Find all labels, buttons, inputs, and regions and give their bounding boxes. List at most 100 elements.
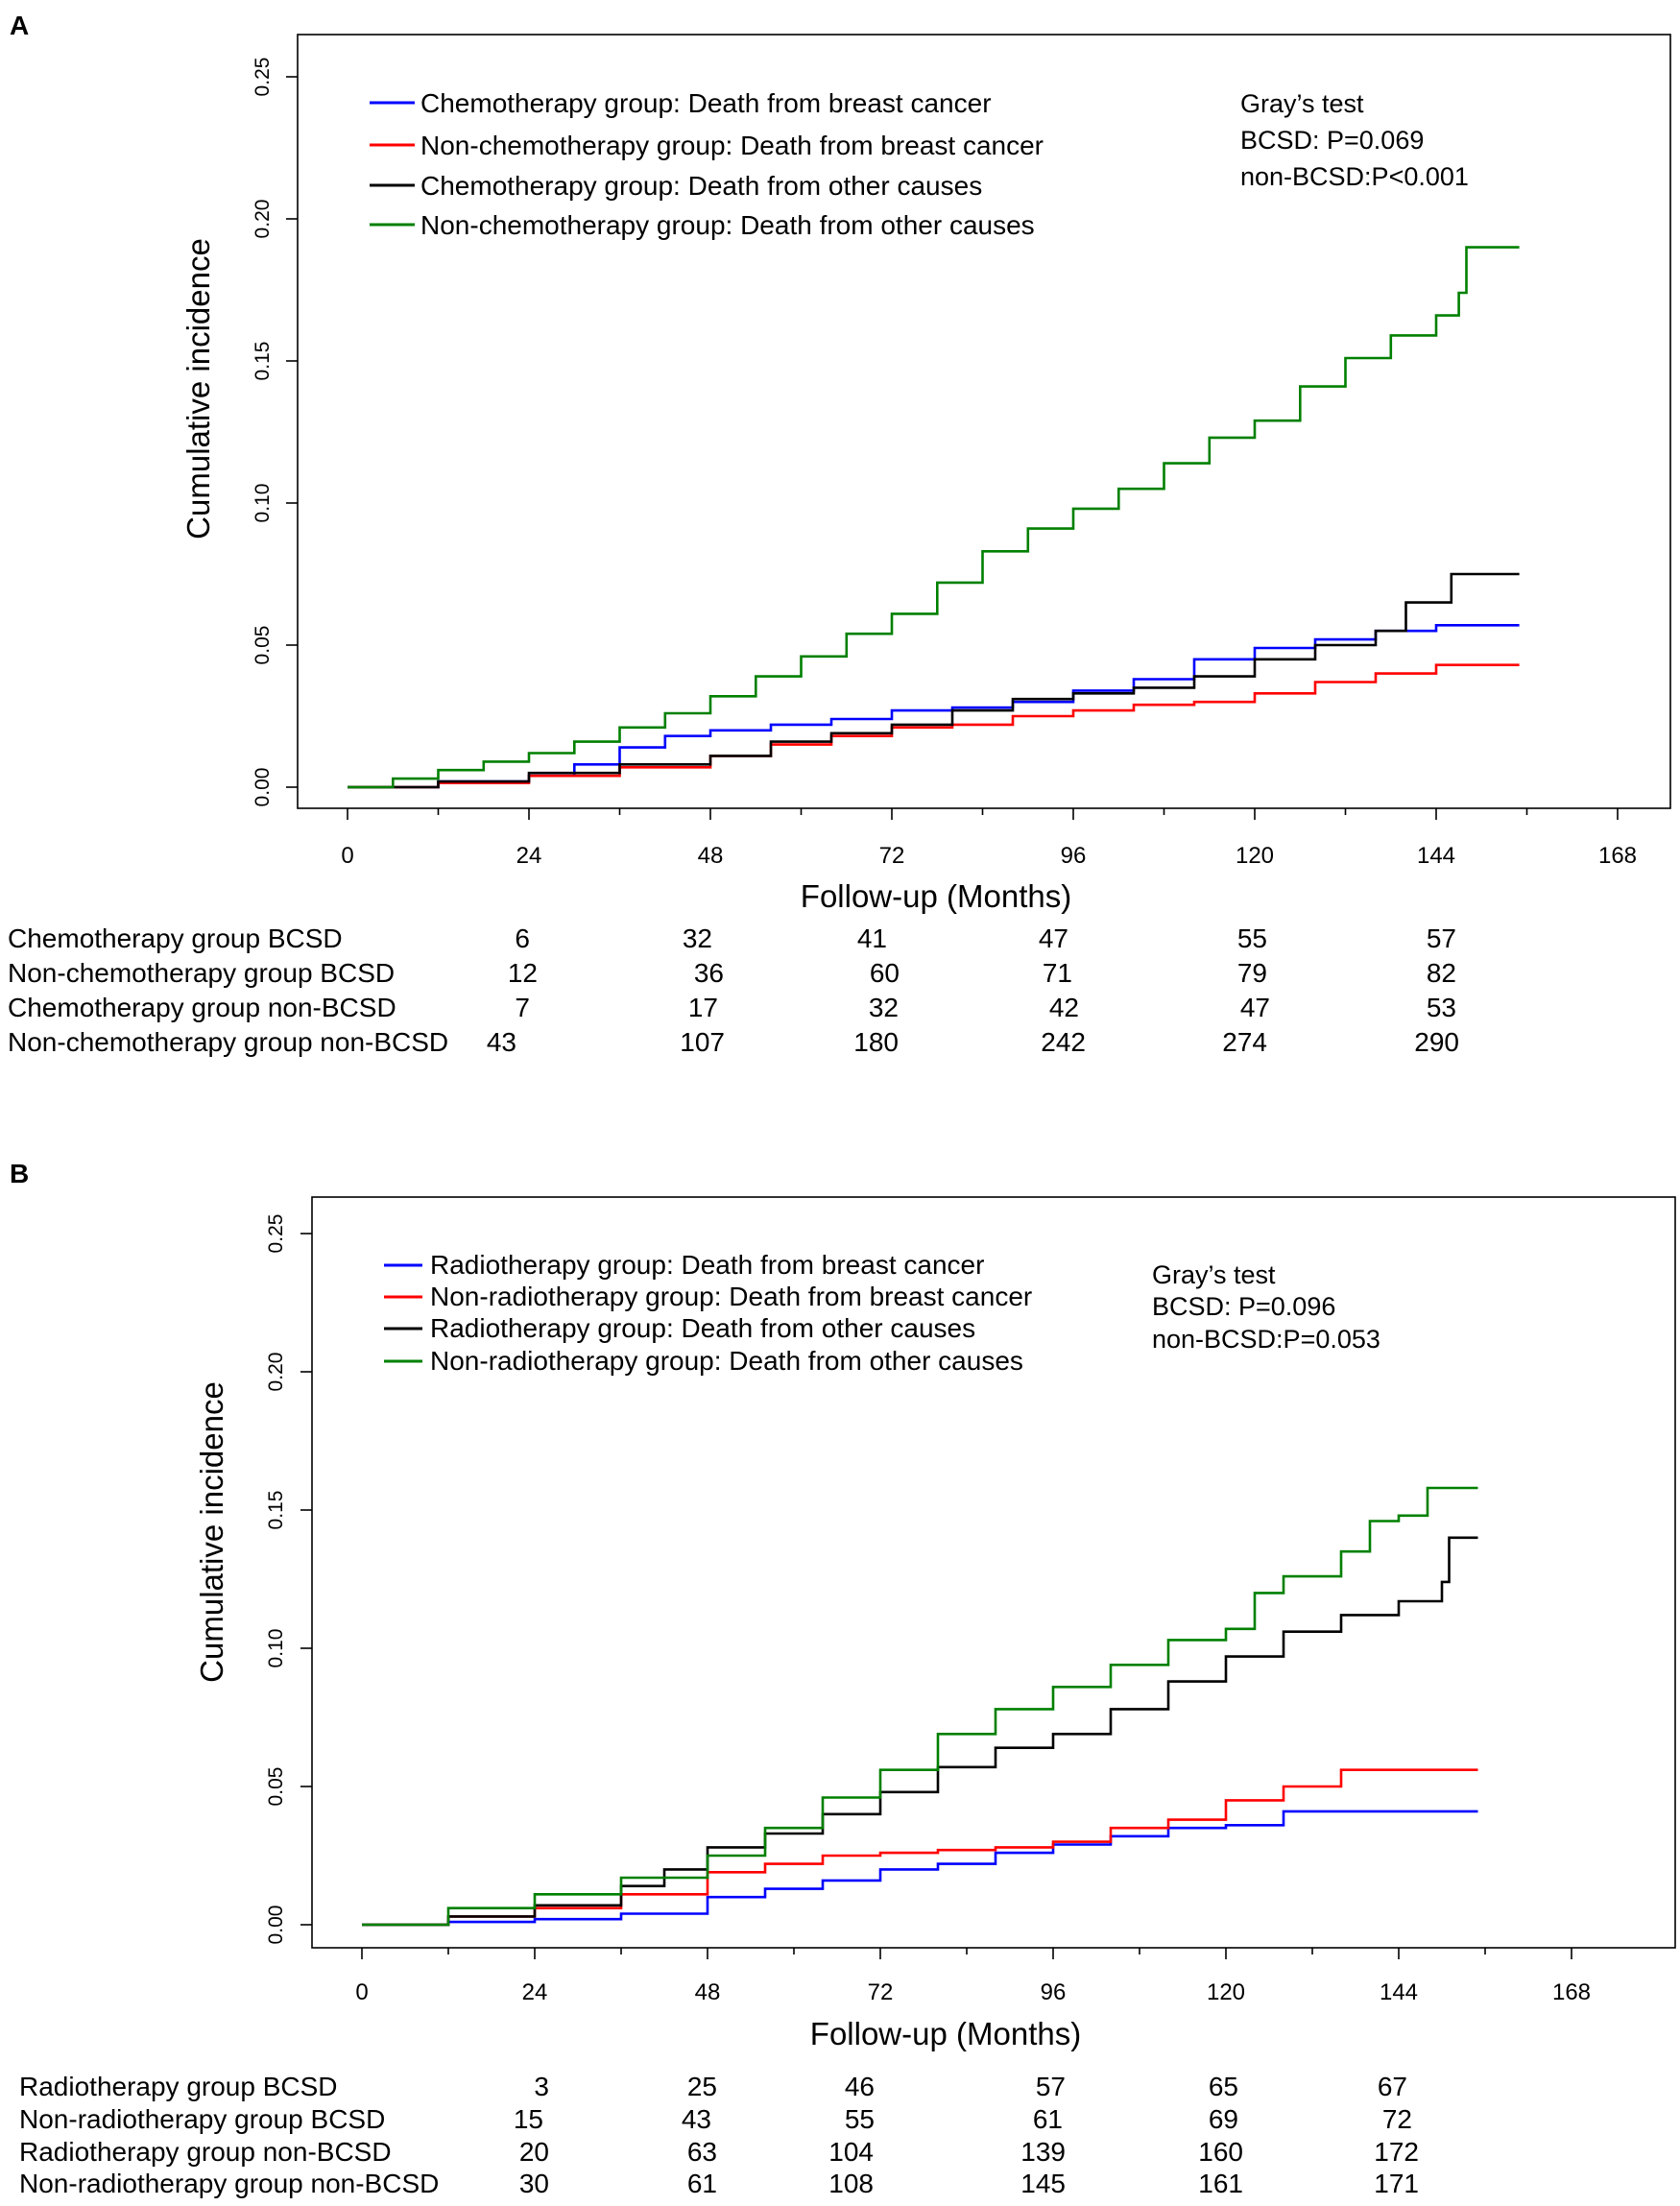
risk-cell: 7: [515, 993, 530, 1022]
x-tick-label: 0: [341, 843, 353, 869]
legend-entry: Non-chemotherapy group: Death from breas…: [420, 131, 1044, 160]
x-tick-label: 168: [1552, 1979, 1591, 2005]
x-tick-label: 72: [868, 1979, 894, 2005]
risk-row-label: Non-radiotherapy group BCSD: [19, 2104, 385, 2134]
risk-cell: 17: [688, 993, 718, 1022]
risk-cell: 161: [1198, 2169, 1243, 2198]
y-tick-label: 0.05: [265, 1767, 287, 1807]
risk-cell: 82: [1427, 958, 1456, 988]
risk-cell: 42: [1049, 993, 1079, 1022]
risk-cell: 72: [1382, 2104, 1412, 2134]
series-line-b-3: [362, 1536, 1478, 1927]
risk-table-b: Radiotherapy group BCSD 3 25 46 57 65 67…: [19, 2072, 1419, 2198]
risk-cell: 274: [1222, 1027, 1267, 1057]
risk-cell: 25: [687, 2072, 717, 2101]
risk-cell: 15: [514, 2104, 543, 2134]
risk-cell: 61: [1033, 2104, 1063, 2134]
x-tick-label: 168: [1598, 843, 1637, 869]
risk-cell: 69: [1209, 2104, 1238, 2134]
y-axis-title-a: Cumulative incidence: [180, 238, 216, 540]
x-tick-label: 120: [1236, 843, 1274, 869]
series-line-a-1: [348, 624, 1520, 789]
grays-test-annotation-a: Gray’s test BCSD: P=0.069 non-BCSD:P<0.0…: [1240, 89, 1469, 191]
x-tick-label: 24: [516, 843, 542, 869]
risk-cell: 145: [1020, 2169, 1066, 2198]
x-tick-label: 144: [1417, 843, 1455, 869]
y-tick-label: 0.15: [265, 1491, 287, 1530]
risk-row-label: Radiotherapy group non-BCSD: [19, 2137, 392, 2167]
risk-row-label: Non-radiotherapy group non-BCSD: [19, 2169, 439, 2198]
risk-row-label: Radiotherapy group BCSD: [19, 2072, 338, 2101]
risk-cell: 180: [853, 1027, 899, 1057]
panel-label-a: A: [10, 11, 29, 40]
risk-cell: 55: [1237, 923, 1267, 953]
annotation-line: BCSD: P=0.069: [1240, 126, 1424, 155]
risk-cell: 290: [1414, 1027, 1459, 1057]
risk-row-label: Non-chemotherapy group BCSD: [8, 958, 395, 988]
risk-cell: 104: [828, 2137, 874, 2167]
x-tick-label: 96: [1041, 1979, 1067, 2005]
legend-entry: Chemotherapy group: Death from breast ca…: [420, 88, 992, 118]
risk-cell: 57: [1427, 923, 1456, 953]
x-axis-title-a: Follow-up (Months): [801, 878, 1071, 914]
y-axis-title-b: Cumulative incidence: [194, 1381, 229, 1683]
panel-b: B Cumulative incidence Follow-up (Months…: [10, 1159, 1676, 2198]
legend-entry: Non-chemotherapy group: Death from other…: [420, 210, 1035, 240]
y-tick-label: 0.25: [252, 58, 274, 97]
x-tick-label: 120: [1207, 1979, 1245, 2005]
y-tick-label: 0.25: [265, 1214, 287, 1254]
x-tick-label: 24: [522, 1979, 548, 2005]
risk-cell: 47: [1039, 923, 1068, 953]
risk-cell: 108: [828, 2169, 874, 2198]
risk-cell: 43: [682, 2104, 711, 2134]
risk-cell: 107: [680, 1027, 725, 1057]
legend-entry: Non-radiotherapy group: Death from breas…: [430, 1282, 1032, 1311]
risk-cell: 32: [683, 923, 712, 953]
grays-test-annotation-b: Gray’s test BCSD: P=0.096 non-BCSD:P=0.0…: [1152, 1260, 1380, 1354]
x-tick-label: 144: [1380, 1979, 1418, 2005]
risk-row-label: Chemotherapy group non-BCSD: [8, 993, 396, 1022]
risk-cell: 160: [1198, 2137, 1243, 2167]
panel-label-b: B: [10, 1159, 29, 1188]
risk-cell: 12: [508, 958, 538, 988]
risk-cell: 63: [687, 2137, 717, 2167]
series-line-a-4: [348, 246, 1520, 789]
plot-frame-a: [297, 34, 1671, 809]
risk-cell: 30: [519, 2169, 549, 2198]
y-tick-label: 0.10: [265, 1629, 287, 1668]
legend-entry: Radiotherapy group: Death from other cau…: [430, 1313, 975, 1343]
risk-cell: 57: [1036, 2072, 1066, 2101]
series-group-a: [348, 246, 1520, 789]
risk-cell: 61: [687, 2169, 717, 2198]
series-line-b-4: [362, 1486, 1478, 1927]
y-tick-label: 0.00: [265, 1906, 287, 1945]
y-tick-label: 0.20: [252, 200, 274, 239]
risk-cell: 65: [1209, 2072, 1238, 2101]
y-tick-label: 0.05: [252, 626, 274, 665]
legend-entry: Chemotherapy group: Death from other cau…: [420, 171, 982, 201]
series-group-b: [362, 1486, 1478, 1927]
risk-cell: 172: [1374, 2137, 1419, 2167]
annotation-line: Gray’s test: [1240, 89, 1364, 118]
x-tick-label: 48: [695, 1979, 721, 2005]
risk-row-label: Non-chemotherapy group non-BCSD: [8, 1027, 448, 1057]
x-tick-label: 96: [1061, 843, 1087, 869]
risk-cell: 171: [1374, 2169, 1419, 2198]
panel-a: A Cumulative incidence Follow-up (Months…: [8, 11, 1671, 1057]
legend-entry: Radiotherapy group: Death from breast ca…: [430, 1250, 984, 1280]
legend-entry: Non-radiotherapy group: Death from other…: [430, 1346, 1023, 1376]
risk-cell: 53: [1427, 993, 1456, 1022]
x-tick-label: 48: [698, 843, 724, 869]
risk-cell: 36: [694, 958, 724, 988]
risk-cell: 79: [1237, 958, 1267, 988]
legend-a: Chemotherapy group: Death from breast ca…: [370, 88, 1044, 240]
series-line-a-2: [348, 663, 1520, 789]
y-tick-label: 0.15: [252, 342, 274, 381]
annotation-line: BCSD: P=0.096: [1152, 1292, 1335, 1321]
x-axis-title-b: Follow-up (Months): [810, 2016, 1081, 2051]
plot-frame-b: [311, 1196, 1676, 1949]
risk-table-a: Chemotherapy group BCSD 6 32 41 47 55 57…: [8, 923, 1459, 1057]
annotation-line: Gray’s test: [1152, 1260, 1276, 1289]
risk-cell: 71: [1043, 958, 1072, 988]
